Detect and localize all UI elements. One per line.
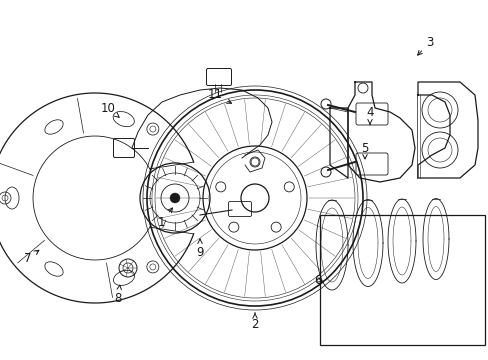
- Circle shape: [320, 99, 330, 109]
- Text: 4: 4: [366, 105, 373, 124]
- Bar: [319, 215, 484, 345]
- Text: 9: 9: [196, 239, 203, 258]
- Text: 8: 8: [114, 285, 122, 305]
- Text: 7: 7: [24, 250, 39, 265]
- Text: 2: 2: [251, 313, 258, 332]
- Text: 6: 6: [314, 274, 321, 287]
- Text: 10: 10: [101, 102, 119, 117]
- Text: 1: 1: [157, 208, 172, 229]
- Text: 3: 3: [417, 36, 433, 55]
- Circle shape: [320, 167, 330, 177]
- Text: 11: 11: [207, 89, 231, 103]
- Circle shape: [170, 193, 180, 203]
- Text: 5: 5: [361, 141, 368, 159]
